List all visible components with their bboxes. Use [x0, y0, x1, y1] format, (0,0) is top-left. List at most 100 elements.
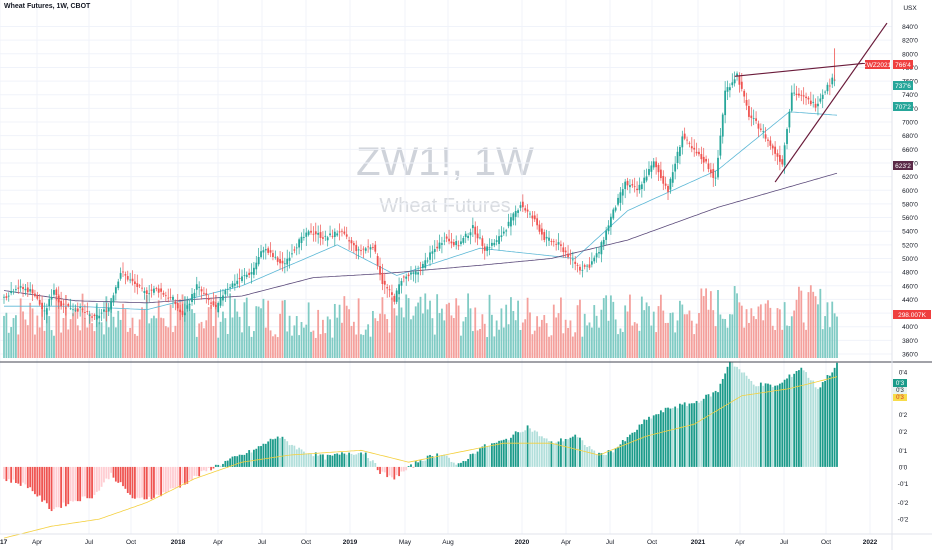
oscillator-bar	[274, 438, 277, 467]
candle-body	[386, 287, 389, 289]
candle-body	[64, 307, 67, 309]
candle-body	[512, 213, 515, 221]
price-axis[interactable]: 840'0820'0800'0780'0760'0740'0720'0700'0…	[902, 24, 918, 359]
oscillator-bar	[322, 454, 324, 467]
candle-body	[203, 292, 205, 294]
candle-body	[41, 302, 43, 310]
candle-body	[600, 242, 603, 255]
oscillator-bar	[145, 466, 148, 500]
candle-body	[445, 236, 448, 239]
volume-bar	[802, 322, 805, 358]
candle-body	[126, 276, 129, 280]
candle-body	[750, 115, 753, 118]
oscillator-bar	[60, 466, 63, 508]
oscillator-bar	[607, 450, 610, 467]
candle-body	[60, 301, 63, 307]
volume-bar	[421, 313, 424, 358]
svg-text:737'6: 737'6	[895, 83, 911, 90]
oscillator-bar	[712, 392, 715, 467]
oscillator-bar	[731, 362, 734, 467]
volume-bar	[659, 294, 662, 358]
candle-body	[407, 274, 410, 277]
volume-bar	[545, 323, 548, 358]
oscillator-bar	[821, 382, 824, 467]
volume-bar	[36, 315, 39, 358]
oscillator-bar	[72, 466, 74, 502]
volume-bar	[114, 327, 117, 358]
volume-bar	[357, 298, 360, 358]
oscillator-bar	[305, 453, 308, 467]
volume-bar	[12, 318, 15, 358]
candle-body	[481, 238, 484, 246]
volume-bar	[657, 306, 660, 358]
oscillator-bar	[98, 466, 101, 491]
candle-body	[721, 114, 724, 137]
oscillator-bar	[126, 466, 129, 494]
time-axis[interactable]: 2017 Apr Jul Oct 2018 Apr Jul Oct 2019 May Aug 2020…	[0, 539, 878, 546]
candle-body	[274, 256, 277, 258]
oscillator-bar	[798, 370, 800, 467]
volume-bar	[262, 298, 265, 358]
volume-bar	[636, 323, 638, 358]
price-tick-label: 400'0	[902, 324, 918, 331]
oscillator-bar	[383, 466, 386, 473]
candle-body	[574, 261, 577, 264]
candle-body	[272, 253, 274, 257]
volume-bar	[759, 304, 762, 358]
oscillator-bar	[276, 436, 279, 467]
oscillator-bar	[188, 466, 191, 480]
candle-body	[590, 261, 593, 265]
candle-body	[248, 272, 251, 276]
volume-bar	[693, 334, 696, 358]
oscillator-bar	[131, 466, 134, 499]
oscillator-bar	[379, 466, 381, 474]
volume-bar	[3, 315, 5, 358]
candle-body	[243, 275, 246, 277]
candle-body	[398, 284, 400, 295]
oscillator-bar	[207, 466, 210, 468]
volume-bar	[191, 309, 193, 358]
oscillator-bar	[219, 465, 222, 467]
candle-body	[831, 77, 834, 85]
volume-bar	[743, 327, 746, 358]
candle-body	[671, 172, 674, 183]
candle-body	[162, 292, 165, 295]
volume-bar	[493, 336, 496, 358]
candle-body	[236, 280, 239, 285]
oscillator-bar	[655, 414, 658, 467]
volume-bar	[726, 327, 729, 358]
volume-bar	[348, 309, 350, 358]
price-tick-label: 380'0	[902, 338, 918, 345]
oscillator-bar	[288, 445, 291, 467]
oscillator-bar	[62, 466, 65, 503]
candle-body	[500, 235, 503, 238]
volume-bar	[824, 316, 826, 358]
oscillator-bar	[583, 445, 586, 467]
volume-bar	[174, 325, 177, 358]
volume-bar	[733, 286, 736, 358]
oscillator-bar	[436, 453, 439, 467]
trendlines[interactable]	[734, 22, 888, 183]
oscillator-bar	[438, 455, 441, 467]
oscillator-bar	[50, 466, 53, 512]
oscillator-bar	[774, 385, 777, 467]
oscillator-bar	[43, 466, 46, 501]
oscillator-bar	[778, 383, 781, 467]
candle-body	[341, 230, 343, 232]
osc-tick-label: -0'2	[898, 517, 909, 524]
volume-bar	[664, 322, 667, 358]
volume-bar	[721, 318, 724, 358]
candle-body	[433, 249, 436, 252]
oscillator-bar	[579, 437, 581, 467]
volume-bar	[476, 330, 479, 358]
candle-body	[488, 247, 491, 249]
volume-bar	[795, 299, 798, 358]
time-tick-label: May	[399, 539, 412, 546]
volume-bar	[771, 325, 774, 358]
candle-body	[217, 302, 220, 313]
oscillator-bar	[505, 438, 508, 467]
svg-text:ZWZ2021: ZWZ2021	[863, 62, 892, 69]
oscillator-bar	[67, 466, 70, 505]
candle-body	[360, 250, 362, 252]
